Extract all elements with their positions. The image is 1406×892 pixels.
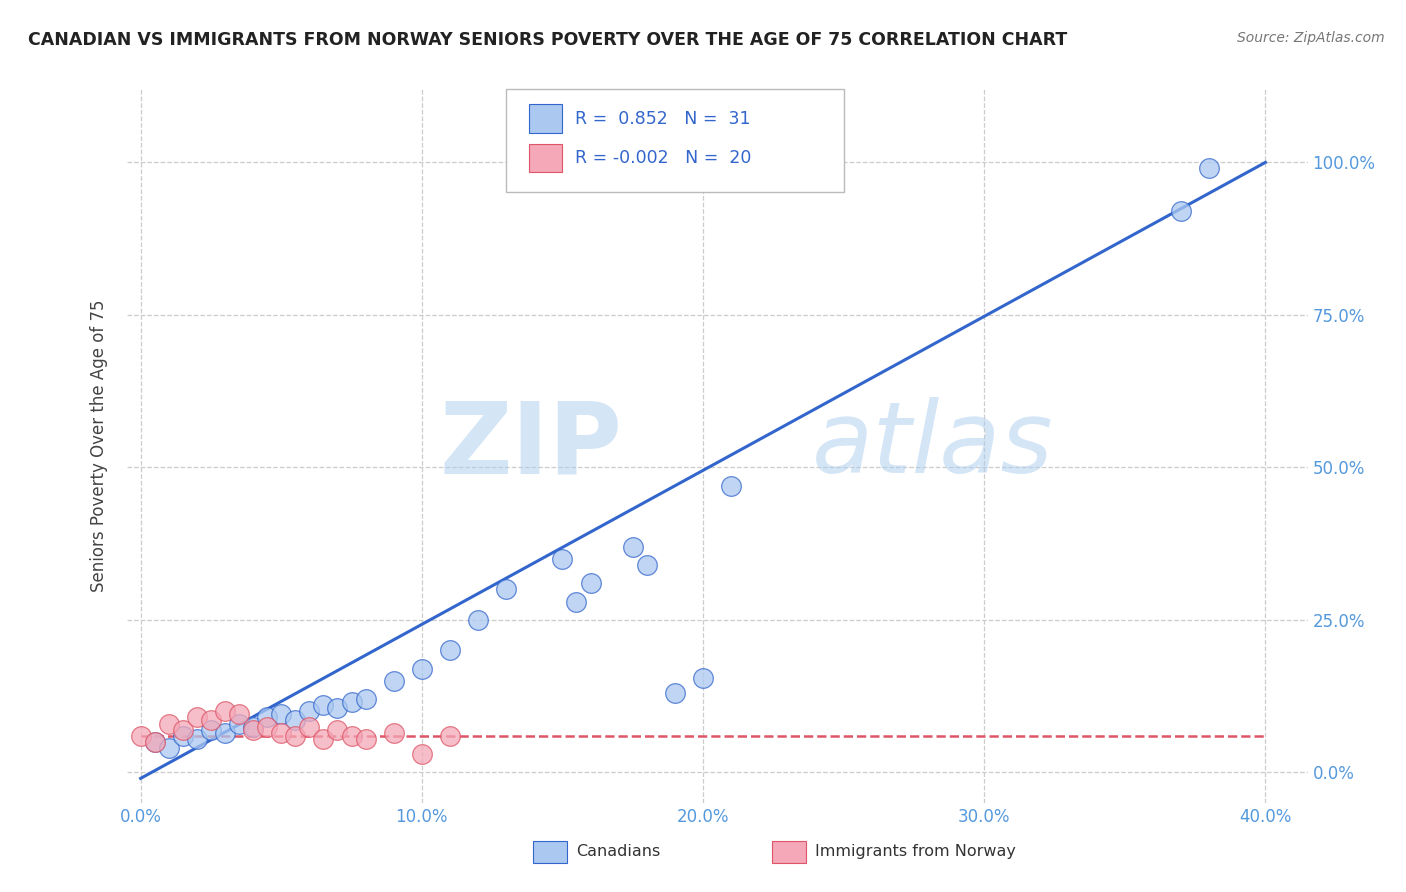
- Point: [214, 725, 236, 739]
- Point: [157, 716, 180, 731]
- Point: [312, 731, 335, 746]
- Point: [242, 720, 264, 734]
- Point: [636, 558, 658, 572]
- Point: [270, 725, 292, 739]
- Point: [340, 729, 363, 743]
- Point: [326, 723, 349, 737]
- Point: [284, 714, 307, 728]
- Point: [340, 695, 363, 709]
- Point: [298, 704, 321, 718]
- Point: [172, 729, 194, 743]
- Text: atlas: atlas: [811, 398, 1053, 494]
- Point: [284, 729, 307, 743]
- Point: [382, 725, 405, 739]
- Point: [565, 594, 588, 608]
- Point: [439, 643, 461, 657]
- Point: [439, 729, 461, 743]
- Text: Source: ZipAtlas.com: Source: ZipAtlas.com: [1237, 31, 1385, 45]
- Point: [326, 701, 349, 715]
- Y-axis label: Seniors Poverty Over the Age of 75: Seniors Poverty Over the Age of 75: [90, 300, 108, 592]
- Point: [186, 710, 208, 724]
- Point: [354, 692, 377, 706]
- Point: [551, 551, 574, 566]
- Point: [312, 698, 335, 713]
- Point: [143, 735, 166, 749]
- Point: [411, 747, 433, 761]
- Text: Immigrants from Norway: Immigrants from Norway: [815, 845, 1017, 859]
- Point: [256, 720, 278, 734]
- Point: [495, 582, 517, 597]
- Point: [298, 720, 321, 734]
- Point: [143, 735, 166, 749]
- Text: R = -0.002   N =  20: R = -0.002 N = 20: [575, 149, 751, 167]
- Point: [1170, 204, 1192, 219]
- Point: [200, 723, 222, 737]
- Point: [172, 723, 194, 737]
- Point: [228, 716, 250, 731]
- Point: [467, 613, 489, 627]
- Point: [200, 714, 222, 728]
- Point: [692, 671, 714, 685]
- Point: [186, 731, 208, 746]
- Point: [242, 723, 264, 737]
- Point: [129, 729, 152, 743]
- Point: [354, 731, 377, 746]
- Point: [579, 576, 602, 591]
- Point: [214, 704, 236, 718]
- Point: [411, 662, 433, 676]
- Point: [228, 707, 250, 722]
- Point: [1198, 161, 1220, 176]
- Text: Canadians: Canadians: [576, 845, 661, 859]
- Point: [664, 686, 686, 700]
- Point: [720, 478, 742, 492]
- Text: ZIP: ZIP: [440, 398, 623, 494]
- Point: [621, 540, 644, 554]
- Text: R =  0.852   N =  31: R = 0.852 N = 31: [575, 110, 751, 128]
- Point: [256, 710, 278, 724]
- Point: [270, 707, 292, 722]
- Point: [382, 673, 405, 688]
- Text: CANADIAN VS IMMIGRANTS FROM NORWAY SENIORS POVERTY OVER THE AGE OF 75 CORRELATIO: CANADIAN VS IMMIGRANTS FROM NORWAY SENIO…: [28, 31, 1067, 49]
- Point: [157, 740, 180, 755]
